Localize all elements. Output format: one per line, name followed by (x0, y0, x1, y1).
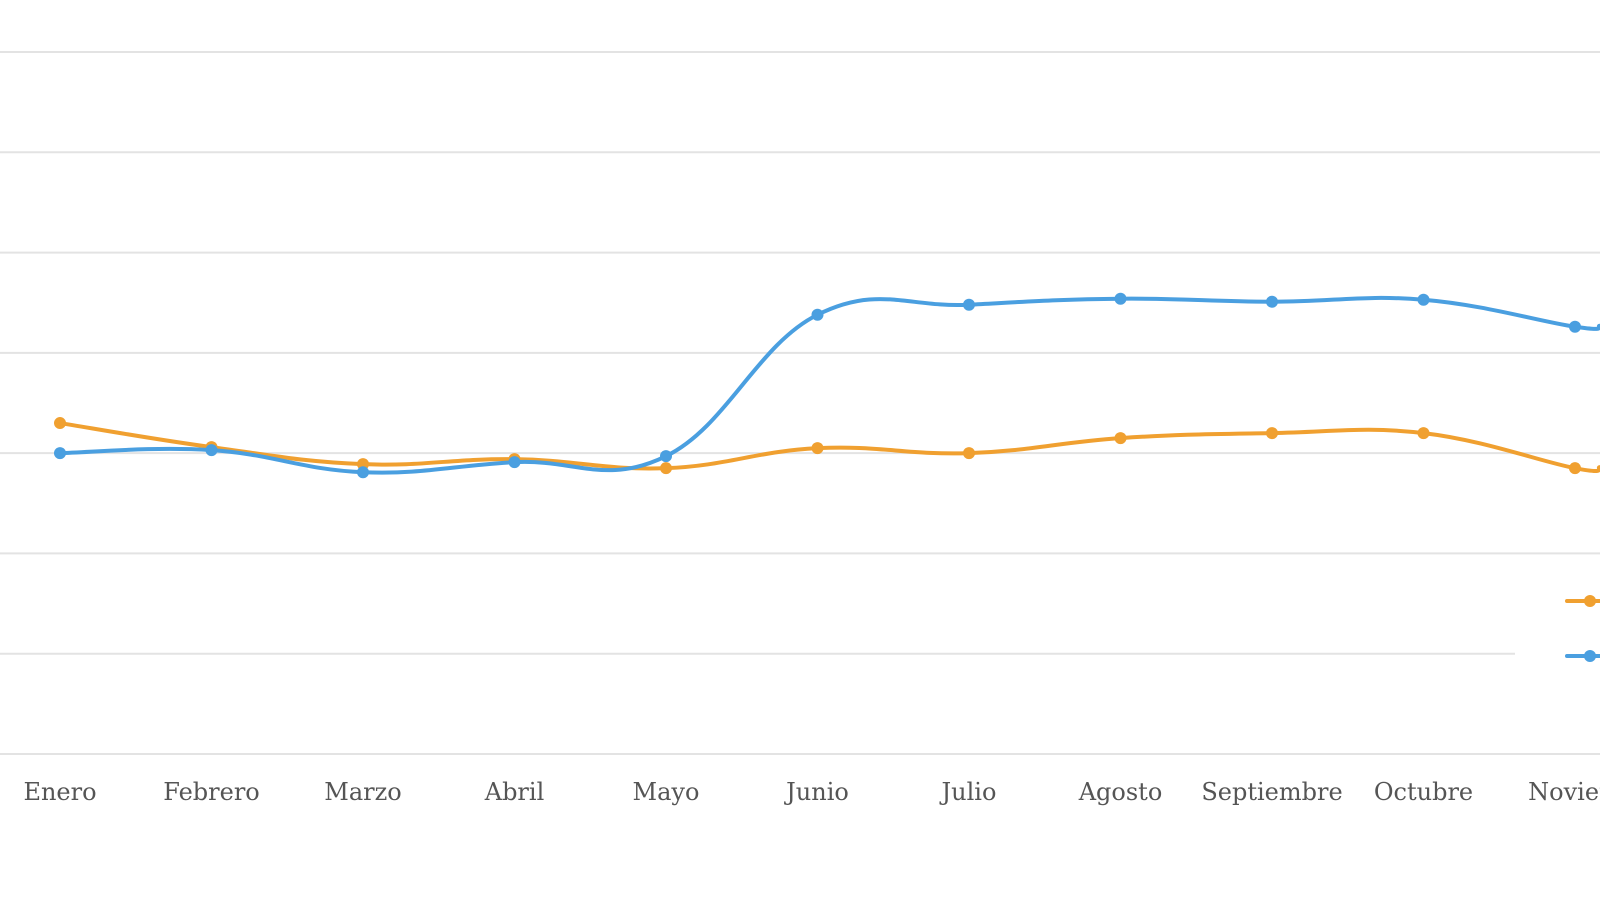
data-point-series-1 (1417, 427, 1430, 440)
x-tick-label: Enero (23, 778, 96, 806)
data-point-series-2 (508, 456, 521, 469)
data-point-series-2 (357, 466, 369, 479)
data-point-series-1 (811, 442, 824, 455)
data-point-series-2 (1114, 292, 1127, 305)
data-point-series-1 (660, 462, 672, 475)
legend-swatch-marker-1 (1584, 595, 1596, 607)
legend-swatch-marker-2 (1584, 650, 1596, 662)
data-point-series-2 (1266, 295, 1278, 308)
data-point-series-1 (963, 447, 975, 460)
x-tick-label: Septiembre (1201, 778, 1342, 806)
data-point-series-2 (811, 308, 824, 321)
data-point-series-2 (963, 298, 975, 311)
data-point-series-1 (1266, 427, 1278, 440)
x-tick-label: Marzo (324, 778, 401, 806)
x-tick-label: Octubre (1374, 778, 1473, 806)
data-point-series-1 (54, 417, 66, 430)
data-point-series-2 (1569, 320, 1581, 333)
x-tick-label: Noviem (1528, 778, 1600, 806)
series-line-1 (58, 421, 1600, 473)
x-tick-label: Julio (939, 778, 997, 806)
series-lines (54, 292, 1600, 479)
x-axis-tick-labels: Enero Febrero Marzo Abril Mayo Junio Julio Agos… (23, 778, 1600, 806)
data-point-series-1 (1114, 432, 1127, 445)
data-point-series-2 (1417, 293, 1430, 306)
x-tick-label: Mayo (633, 778, 700, 806)
x-tick-label: Abril (484, 778, 545, 806)
gridlines (0, 51, 1600, 755)
data-point-series-1 (1569, 462, 1581, 475)
x-tick-label: Febrero (163, 778, 260, 806)
x-tick-label: Junio (783, 778, 849, 806)
data-point-series-2 (205, 444, 218, 457)
series-line-2 (58, 295, 1600, 475)
legend-background (1515, 560, 1600, 670)
x-tick-label: Agosto (1078, 778, 1163, 806)
legend (1515, 560, 1600, 670)
data-point-series-2 (660, 450, 672, 463)
data-point-series-2 (54, 447, 66, 460)
